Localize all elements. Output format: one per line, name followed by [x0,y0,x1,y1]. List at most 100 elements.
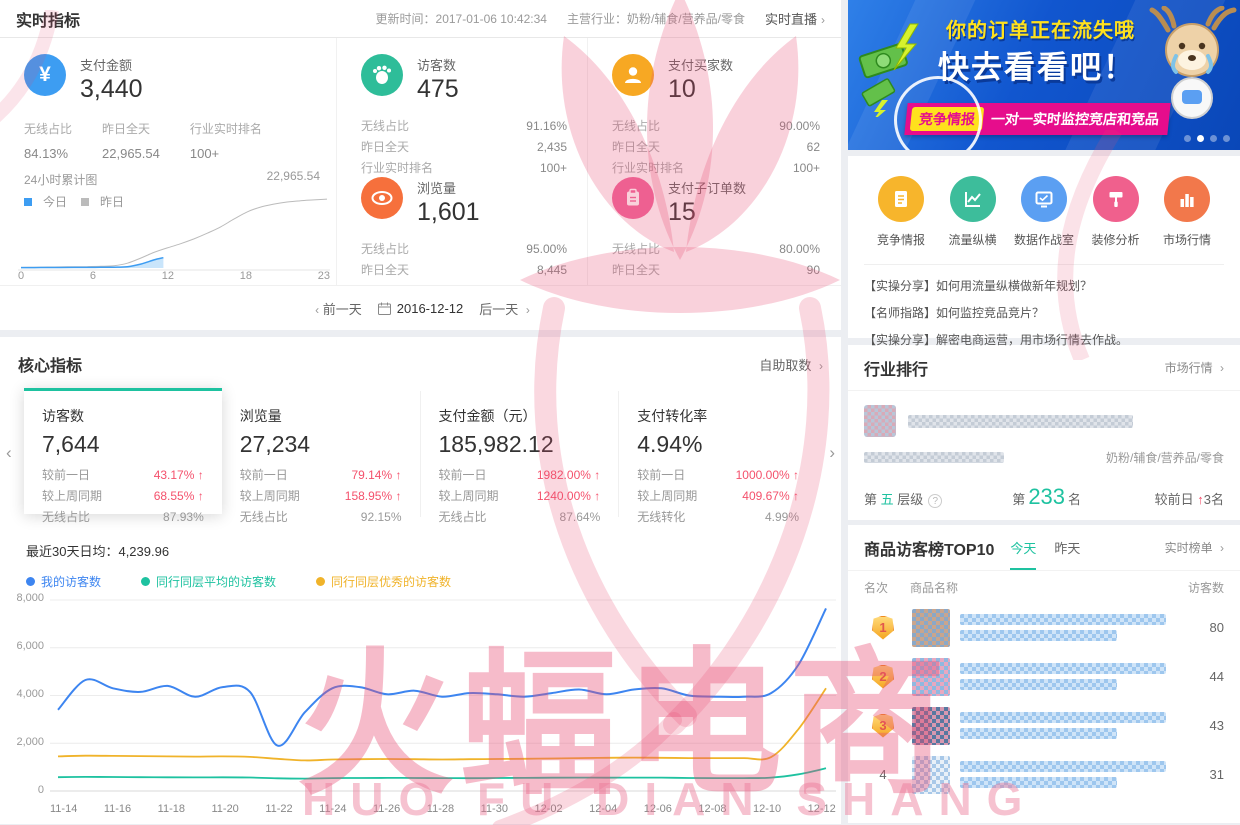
carousel-dot[interactable] [1210,135,1217,142]
industry-category: 奶粉/辅食/营养品/零食 [1105,451,1224,465]
footprint-icon [361,54,403,96]
stat-sub-value: 90 [806,263,820,277]
industry-rank-panel: 行业排行 市场行情 › 奶粉/辅食/营养品/零食 第 五 层级 ? 第 233 名 … [848,345,1240,520]
quick-link-war-room[interactable]: 数据作战室 [1013,176,1075,248]
banner-headline2: 快去看看吧！ [938,50,1136,85]
order-icon [612,177,654,219]
quick-links-panel: 竞争情报 流量纵横 数据作战室 装修分析 [848,156,1240,347]
chevron-right-icon: › [821,13,825,27]
stat-title: 支付子订单数 [668,181,747,196]
shop-avatar [864,405,896,437]
update-time: 更新时间：2017-01-06 10:42:34 [375,12,547,26]
news-item[interactable]: 【实操分享】如何用流量纵横做新年规划？ [864,279,1093,293]
stat-label: 无线占比 [612,242,661,256]
stat-label: 昨日全天 [102,122,151,136]
top10-panel: 商品访客榜TOP10 今天 昨天 实时榜单 › 名次 商品名称 访客数 1 80… [848,525,1240,823]
kpi-card-pay-amount[interactable]: 支付金额（元） 185,982.12 较前一日 1982.00% ↑ 较上周同期 1… [421,391,620,524]
carousel-dot[interactable] [1223,135,1230,142]
product-thumbnail [912,657,950,696]
carousel-dot[interactable] [1184,135,1191,142]
realtime-title: 实时指标 [16,12,81,30]
legend-swatch [81,197,90,206]
stat-label: 昨日全天 [612,140,661,154]
report-icon [878,176,924,222]
traffic-chart-icon [949,176,996,222]
prev-day-button[interactable]: ‹ 前一天 [315,301,362,317]
visitor-count: 31 [1209,767,1224,782]
legend-my-visitors[interactable]: 我的访客数 [26,573,101,590]
up-arrow-icon: ↑ [395,468,402,482]
peak-value-label: 22,965.54 [266,169,320,183]
banner-carousel-dots [1184,135,1230,142]
news-item[interactable]: 【名师指路】如何监控竞品竞片？ [864,306,1045,320]
stat-label: 昨日全天 [612,263,661,277]
legend-peer-average[interactable]: 同行同层平均的访客数 [141,573,276,590]
top10-table-header: 名次 商品名称 访客数 [864,580,1224,595]
quick-link-market[interactable]: 市场行情 [1156,176,1218,248]
carousel-dot-active[interactable] [1197,135,1204,142]
live-link[interactable]: 实时直播 › [764,12,825,27]
mini-chart-svg [18,198,330,271]
stat-label: 无线占比 [361,242,410,256]
stat-sub-value: 8,445 [536,263,567,277]
kpi-title: 支付金额（元） [438,408,537,424]
kpi-card-pageviews[interactable]: 浏览量 27,234 较前一日 79.14% ↑ 较上周同期 158.95% ↑ 无… [222,391,421,524]
kpi-card-conversion[interactable]: 支付转化率 4.94% 较前一日 1000.00% ↑ 较上周同期 409.67% … [637,408,799,524]
legend-swatch [26,577,35,586]
kpi-scroll-left[interactable]: ‹ [6,443,12,462]
up-arrow-icon: ↑ [594,489,601,503]
quick-link-competition[interactable]: 竞争情报 [870,176,932,248]
chevron-right-icon: › [819,358,823,373]
stat-sub-value: 100+ [539,161,567,175]
market-link[interactable]: 市场行情 › [1164,361,1224,375]
product-name-blurred [960,663,1167,674]
stat-value: 1,601 [417,198,480,226]
stat-label: 昨日全天 [361,263,410,277]
stat-sub-value: 80.00% [779,242,820,256]
kpi-value: 4.94% [637,431,703,457]
table-row[interactable]: 3 43 [848,701,1240,750]
promo-banner[interactable]: 你的订单正在流失哦 快去看看吧！ 竞争情报 一对一实时监控竞店和竞品 [848,0,1240,150]
kpi-card-visitors[interactable]: 访客数 7,644 较前一日 43.17% ↑ 较上周同期 68.55% ↑ 无线占… [24,388,222,524]
tab-yesterday[interactable]: 昨天 [1054,541,1081,556]
visitors-trend-chart: 8,000 6,000 4,000 2,000 0 11-14 11-16 11-1… [6,593,841,815]
shop-level: 第 五 层级 [864,492,924,507]
quick-link-decorate[interactable]: 装修分析 [1085,176,1147,248]
industry-rank-value: 第 233 名 [1012,484,1082,509]
product-thumbnail [912,706,950,745]
realtime-panel: 实时指标 更新时间：2017-01-06 10:42:34 主营行业：奶粉/辅食… [0,0,841,330]
news-item[interactable]: 【实操分享】解密电商运营，用市场行情去作战。 [864,333,1129,347]
chevron-right-icon: › [1220,361,1224,375]
date-picker[interactable]: 2016-12-12 [377,301,463,316]
mini-24h-chart: 24小时累计图 今日 昨日 22,965.54 0 6 12 18 23 [0,161,337,285]
tab-today[interactable]: 今天 [1010,525,1037,570]
kpi-value: 185,982.12 [438,431,554,457]
legend-yesterday[interactable]: 昨日 [81,193,124,210]
shop-subtitle-blurred [864,452,1004,463]
visitor-count: 80 [1209,620,1224,635]
self-service-data-link[interactable]: 自助取数 › [759,357,823,373]
mini-chart-title: 24小时累计图 [24,173,98,187]
main-column: 实时指标 更新时间：2017-01-06 10:42:34 主营行业：奶粉/辅食… [0,0,841,824]
stat-sub-value: 90.00% [779,119,820,133]
table-row[interactable]: 4 31 [848,750,1240,799]
stat-card-sub-orders: 支付子订单数 15 无线占比 80.00% 昨日全天 90 [588,161,840,285]
stat-label: 昨日全天 [361,140,410,154]
up-arrow-icon: ↑ [594,468,601,482]
next-day-button[interactable]: 后一天 › [479,301,530,317]
realtime-rank-link[interactable]: 实时榜单 › [1164,541,1224,555]
kpi-scroll-right[interactable]: › [829,443,835,462]
core-metrics-panel: 核心指标 自助取数 › ‹ › 访客数 7,644 较前一日 43.17% ↑ 较… [0,337,841,824]
up-arrow-icon: ↑ [197,489,204,503]
stat-title: 支付买家数 [668,58,734,73]
quick-link-traffic[interactable]: 流量纵横 [942,176,1004,248]
legend-swatch [141,577,151,586]
kpi-title: 浏览量 [239,408,282,424]
table-row[interactable]: 1 80 [848,603,1240,652]
help-icon[interactable]: ? [928,494,943,508]
legend-today[interactable]: 今日 [24,193,67,210]
main-chart-svg [50,599,836,792]
legend-peer-excellent[interactable]: 同行同层优秀的访客数 [316,573,451,590]
stat-title: 浏览量 [417,181,457,196]
table-row[interactable]: 2 44 [848,652,1240,701]
